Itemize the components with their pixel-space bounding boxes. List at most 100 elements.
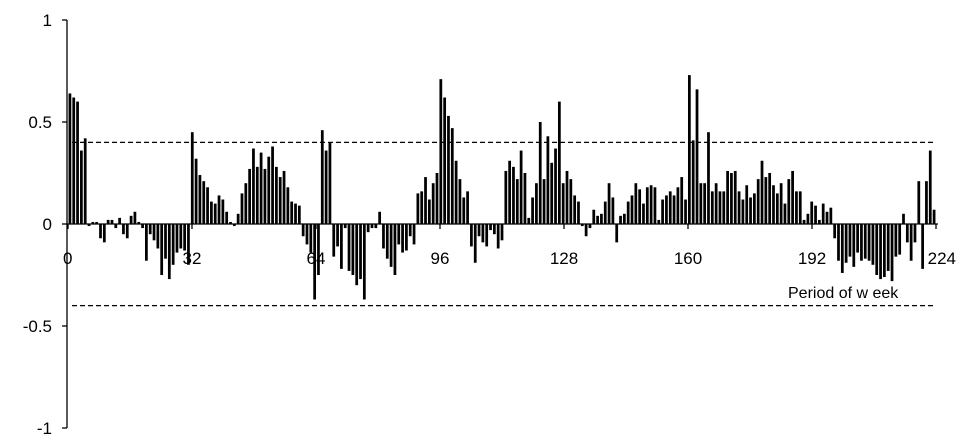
bar-107 [477, 224, 481, 237]
bar-196 [818, 219, 821, 224]
bar-207 [860, 224, 863, 261]
bar-15 [125, 224, 129, 239]
bar-30 [183, 224, 186, 251]
bar-138 [596, 215, 599, 224]
bar-168 [710, 191, 714, 224]
bar-49 [255, 166, 259, 224]
bar-135 [584, 224, 588, 237]
bar-61 [301, 224, 305, 237]
bar-201 [837, 224, 840, 261]
bar-127 [554, 148, 557, 224]
bar-147 [630, 195, 634, 224]
bar-112 [496, 224, 500, 249]
bar-104 [466, 191, 469, 224]
bar-122 [535, 183, 538, 224]
bar-189 [791, 170, 794, 224]
bar-183 [768, 173, 772, 224]
bar-56 [282, 170, 286, 224]
bar-88 [405, 224, 408, 251]
bar-223 [921, 224, 924, 269]
bar-65 [317, 224, 320, 275]
bar-11 [110, 219, 114, 224]
bar-69 [332, 224, 336, 257]
bar-216 [894, 224, 898, 257]
bar-98 [443, 97, 447, 224]
bar-32 [190, 132, 194, 224]
bar-175 [737, 191, 741, 224]
bar-105 [470, 224, 473, 247]
bar-176 [741, 199, 745, 224]
bar-24 [160, 224, 164, 275]
bar-136 [588, 224, 592, 229]
bar-19 [141, 224, 144, 229]
bar-181 [760, 160, 764, 224]
bar-53 [271, 146, 274, 224]
bar-79 [370, 224, 374, 229]
bar-188 [787, 179, 791, 224]
x-tick-label: 128 [550, 249, 578, 268]
bar-2 [76, 101, 79, 224]
bar-160 [680, 177, 684, 224]
bar-50 [259, 152, 263, 224]
reference-lines [72, 141, 936, 307]
bar-202 [840, 224, 844, 273]
bar-155 [661, 199, 664, 224]
bar-144 [619, 215, 622, 224]
bar-132 [573, 195, 577, 224]
bar-199 [829, 207, 833, 224]
bar-154 [657, 219, 661, 224]
bar-210 [871, 224, 875, 265]
bar-178 [749, 197, 752, 224]
bar-90 [412, 224, 416, 245]
bar-33 [194, 158, 198, 224]
bar-114 [504, 170, 508, 224]
bar-39 [217, 195, 221, 224]
bar-198 [825, 211, 829, 224]
bar-6 [91, 221, 95, 224]
bar-224 [925, 181, 928, 224]
bar-149 [638, 189, 642, 224]
bars [68, 75, 936, 300]
bar-38 [213, 203, 217, 224]
bar-217 [898, 224, 902, 255]
bar-153 [653, 187, 657, 224]
bar-55 [278, 177, 282, 224]
bar-87 [401, 224, 404, 253]
bar-23 [156, 224, 160, 249]
bar-195 [814, 205, 817, 224]
bar-99 [447, 115, 450, 224]
bar-142 [611, 197, 615, 224]
bar-85 [393, 224, 397, 275]
bar-110 [489, 224, 492, 231]
bar-220 [909, 224, 913, 261]
y-tick-label: 1 [43, 11, 52, 30]
axes [66, 20, 938, 428]
bar-70 [336, 224, 339, 247]
bar-76 [359, 224, 362, 280]
bar-91 [416, 193, 420, 224]
bar-22 [152, 224, 156, 241]
bar-171 [722, 191, 726, 224]
bar-103 [462, 197, 466, 224]
bar-140 [603, 201, 607, 224]
bar-221 [913, 224, 917, 243]
bar-148 [634, 183, 638, 224]
bar-152 [649, 185, 653, 224]
y-tick-label: 0 [43, 215, 52, 234]
bar-34 [198, 175, 202, 224]
bar-73 [347, 224, 351, 271]
bar-161 [684, 199, 687, 224]
bar-179 [752, 193, 756, 224]
x-tick-label: 32 [183, 249, 202, 268]
bar-71 [340, 224, 343, 269]
bar-166 [703, 183, 707, 224]
bar-129 [561, 183, 565, 224]
bar-86 [397, 224, 401, 245]
x-tick-label: 192 [798, 249, 826, 268]
bar-187 [783, 203, 787, 224]
bar-1 [72, 97, 76, 224]
bar-131 [569, 179, 573, 224]
bar-157 [668, 191, 672, 224]
bar-45 [240, 193, 244, 224]
